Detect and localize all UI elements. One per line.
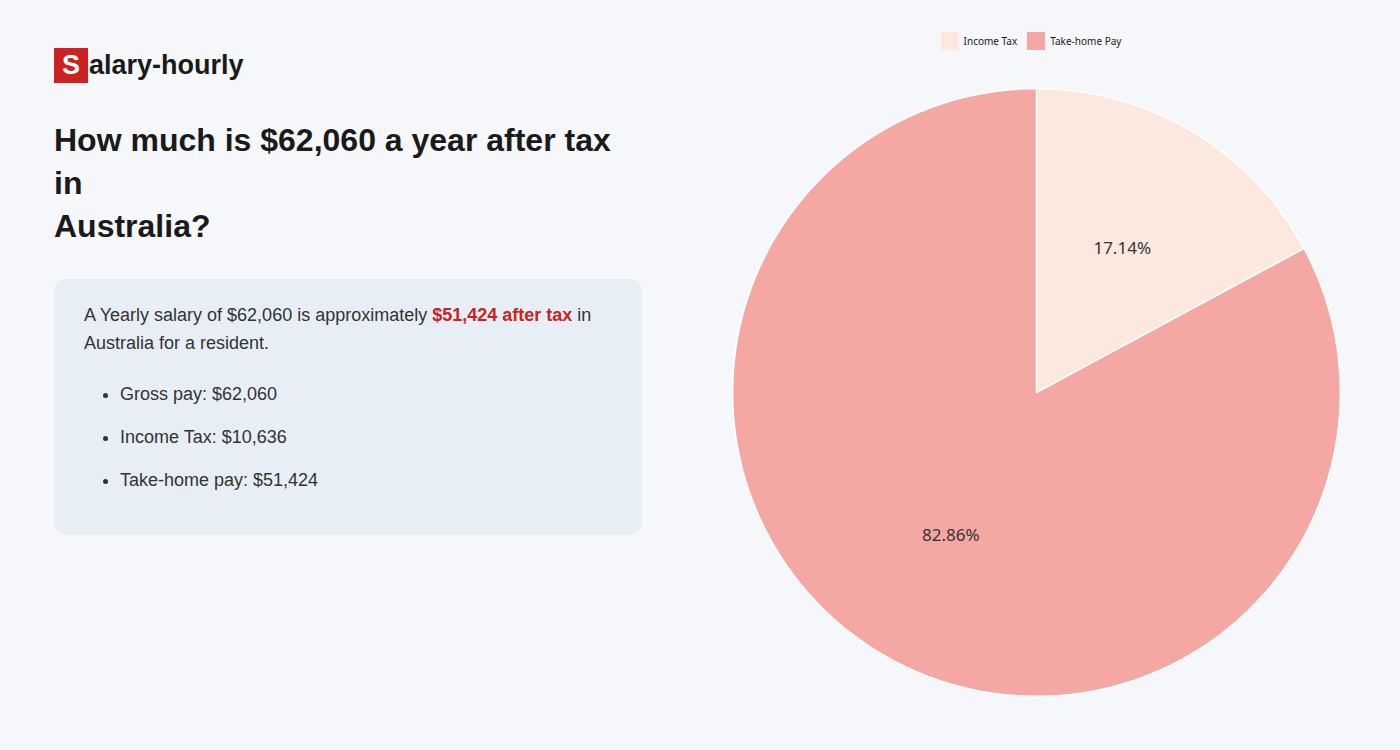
html-text:Income Tax: $10,636: Income Tax: $10,636 [120,427,287,447]
html-text:Take-home pay: $51,424: Take-home pay: $51,424 [120,469,319,490]
html-text:Take-home Pay: Take-home Pay [1050,33,1122,48]
svg-text:17.14%: 17.14% [1093,236,1151,259]
html-text:Income Tax: Income Tax [963,33,1018,48]
svg-text:82.86%: 82.86% [922,523,980,546]
html-text:Gross pay: $62,060: Gross pay: $62,060 [120,384,278,405]
html-text:A Yearly salary of $62,060 is: A Yearly salary of $62,060 is approximat… [84,304,592,325]
html-text:S alary-hourly: S alary-hourly [62,50,244,80]
html-text:Australia for a resident.: Australia for a resident. [84,333,270,354]
html-text:How much is $62,060 a year aft: How much is $62,060 a year after tax in … [54,122,611,245]
